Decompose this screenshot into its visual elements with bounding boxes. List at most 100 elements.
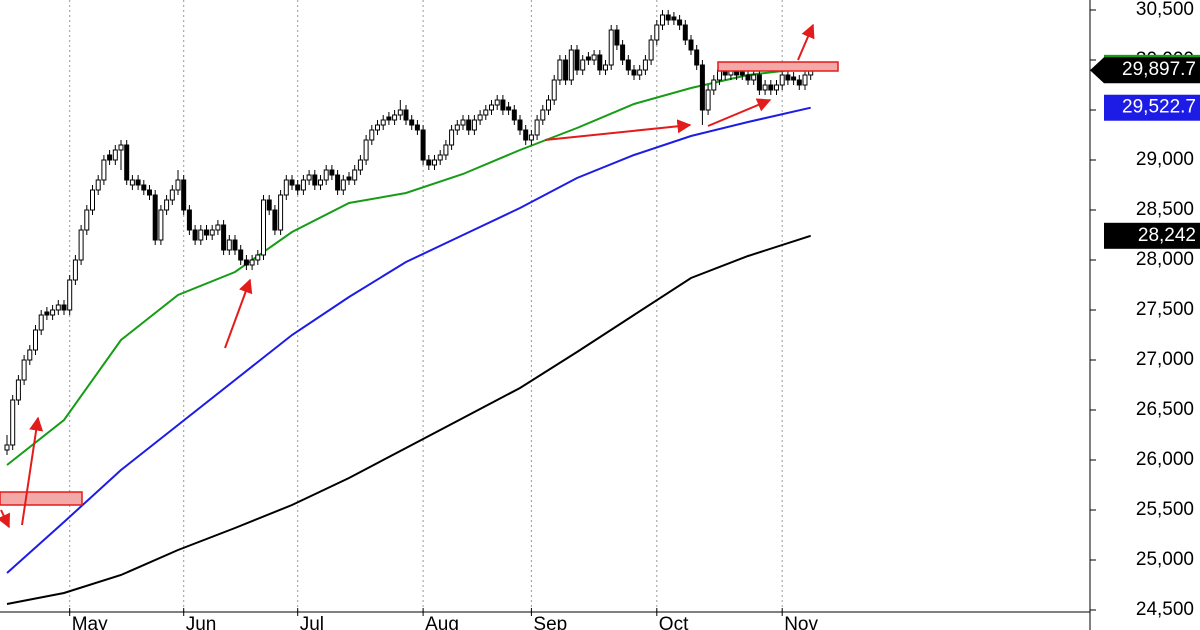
candle-body [238,249,244,261]
candle-body [494,99,500,106]
y-tick-label: 27,000 [1136,349,1194,370]
candle-body [414,124,420,131]
candle-body [192,229,198,241]
candle-body [221,224,227,251]
candle-body [597,54,603,71]
candle-body [551,79,557,101]
candle-body [608,29,614,66]
moving-averages [6,66,812,605]
candle-body [409,119,415,126]
price-tag [1104,222,1200,249]
y-tick-label: 27,500 [1136,299,1194,320]
candle-body [375,124,380,131]
candle-body [72,259,78,281]
y-tick-label: 25,500 [1136,499,1194,520]
moving-average-line [6,106,811,574]
candle-body [392,114,398,121]
candle-body [21,359,27,381]
candle-body [278,194,284,231]
candle-body [688,39,694,51]
candle-body [642,59,648,71]
candle-body [38,314,44,331]
candle-body [369,129,375,141]
y-tick-label: 30,500 [1136,0,1194,20]
candle-body [745,74,751,81]
candle-body [802,74,808,86]
candle-body [107,154,113,161]
candle-body [665,14,671,21]
candle-body [289,179,295,186]
candle-body [489,104,494,111]
candle-body [312,174,318,186]
candle-body [751,74,757,81]
candle-body [705,89,711,111]
candle-body [625,59,631,71]
candle-body [33,329,38,351]
candle-body [209,229,215,236]
price-tag [1104,94,1200,121]
candle-body [534,119,540,136]
candle-body [563,59,569,81]
candle-body [500,99,506,111]
candle-body [135,179,141,186]
candle-body [340,179,346,191]
candle-body [449,129,455,146]
candle-body [454,124,460,131]
candle-body [118,144,124,151]
x-tick-label: Jul [300,614,324,630]
x-tick-label: Sep [533,614,567,630]
candle-body [483,109,489,116]
candle-body [90,189,95,211]
candle-body [50,309,56,316]
candle-body [357,159,363,171]
candle-body [397,109,403,116]
candle-body [648,39,654,61]
candle-body [215,224,221,231]
candle-body [631,69,637,76]
candle-body [55,304,61,311]
candle-body [112,149,118,161]
candle-body [591,54,597,61]
candle-body [711,79,717,91]
candle-body [243,259,249,266]
candle-body [471,119,477,131]
candle-body [574,49,580,71]
candle-body [101,159,107,181]
candle-body [386,116,392,121]
candle-body [147,189,152,196]
y-tick-label: 26,500 [1136,399,1194,420]
candle-body [352,169,358,181]
y-tick-label: 24,500 [1136,599,1194,620]
candle-body [255,254,261,261]
arrow [21,416,44,526]
candle-body [614,29,620,46]
candle-body [540,109,546,121]
y-tick-label: 28,000 [1136,249,1194,270]
grid: May Jun Jul Aug Sep Oct Nov [0,0,1090,630]
candle-body [585,56,591,61]
candle-body [694,49,700,66]
moving-average-line [6,234,812,605]
candle-body [466,119,472,131]
candle-body [620,44,626,61]
arrow [544,119,692,141]
x-tick-label: Jun [186,614,217,630]
price-tag [1090,57,1200,84]
candle-body [198,229,204,241]
candle-body [363,139,369,161]
candle-body [756,74,762,91]
price-tag-label: 29,522.7 [1122,97,1196,118]
candle-body [272,209,278,231]
y-tick-label: 28,500 [1136,199,1194,220]
candle-body [158,209,164,241]
candle-body [186,209,192,231]
candle-body [420,129,426,161]
candle-body [27,349,33,361]
candle-body [164,199,170,211]
candles [4,10,814,455]
candle-body [124,144,130,181]
candle-body [84,209,90,231]
candle-body [380,119,386,126]
candle-body [283,179,289,196]
